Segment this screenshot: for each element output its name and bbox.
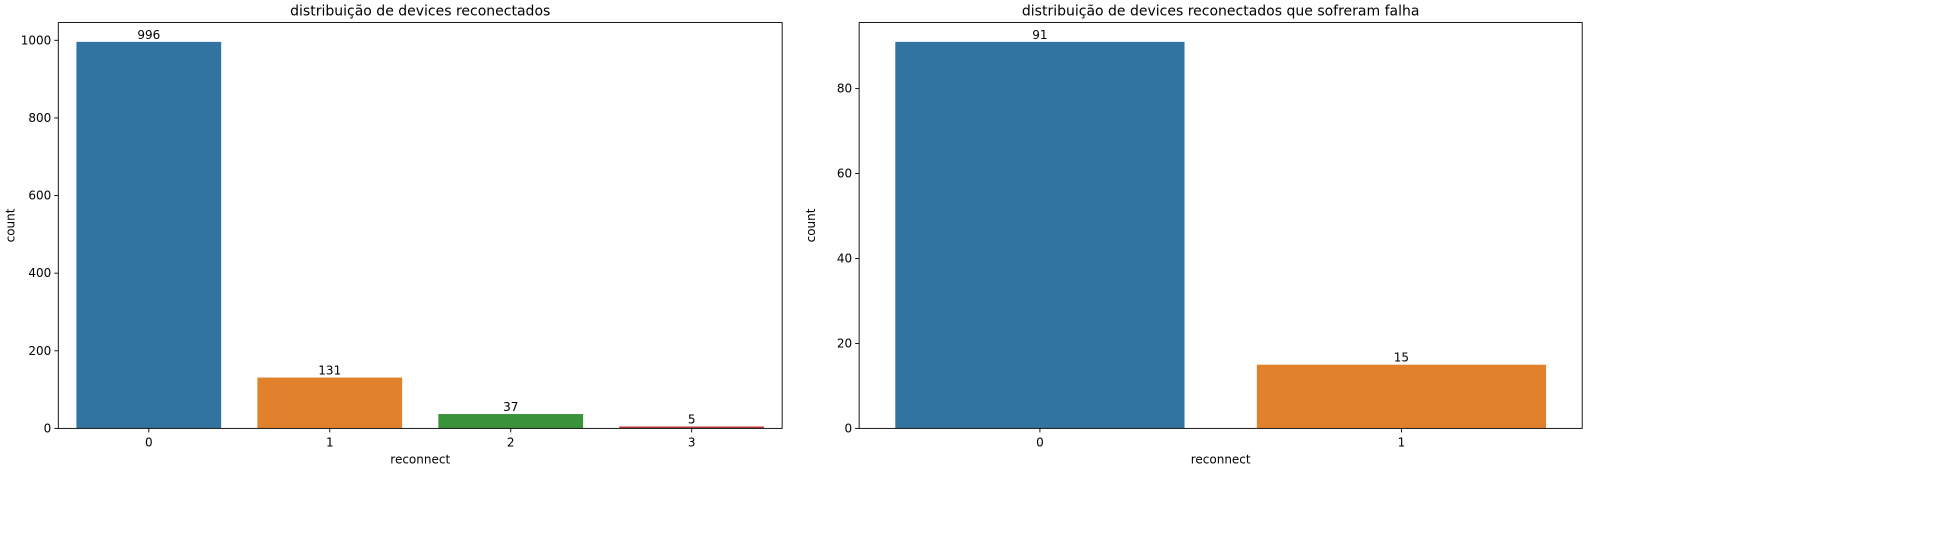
chart-reconnect-distribution: 996 131 37 5 0 200 400 600 800 1000 0 1 2 3 distribuiç… — [3, 4, 783, 466]
x-tick-label: 1 — [1398, 435, 1406, 449]
x-tick-label: 0 — [145, 435, 153, 449]
y-tick-label: 400 — [28, 266, 51, 280]
x-tick-label: 1 — [326, 435, 334, 449]
bar-data-label: 5 — [688, 412, 696, 426]
x-tick-label: 2 — [507, 435, 515, 449]
bar-1 — [1256, 364, 1547, 429]
x-tick-label: 3 — [688, 435, 696, 449]
y-tick-label: 60 — [837, 167, 852, 181]
bar-0 — [895, 41, 1185, 429]
y-tick-label: 600 — [28, 189, 51, 203]
chart-title: distribuição de devices reconectados — [290, 4, 550, 20]
chart-reconnect-failure-distribution: 91 15 0 20 40 60 80 0 1 distribuição de devices r… — [804, 4, 1583, 466]
plot-frame — [57, 22, 783, 429]
bar-3 — [619, 426, 765, 429]
bar-0 — [76, 41, 222, 429]
y-tick-label: 20 — [837, 336, 852, 350]
y-axis-label: count — [804, 208, 818, 242]
y-tick-label: 0 — [44, 421, 52, 435]
bar-2 — [438, 414, 584, 429]
chart-title: distribuição de devices reconectados que… — [1022, 4, 1420, 20]
x-tick-label: 0 — [1036, 435, 1044, 449]
y-axis-label: count — [3, 208, 17, 242]
plot-frame — [858, 22, 1583, 429]
y-tick-label: 80 — [837, 82, 852, 96]
x-axis-label: reconnect — [1191, 452, 1251, 466]
y-tick-label: 0 — [844, 421, 852, 435]
bar-data-label: 91 — [1032, 28, 1047, 42]
y-tick-label: 200 — [28, 344, 51, 358]
bar-1 — [257, 377, 403, 429]
bar-data-label: 15 — [1394, 351, 1409, 365]
x-axis-label: reconnect — [390, 452, 450, 466]
y-tick-label: 1000 — [21, 33, 52, 47]
y-tick-label: 40 — [837, 252, 852, 266]
bar-data-label: 996 — [137, 28, 160, 42]
bar-data-label: 37 — [503, 400, 518, 414]
y-tick-label: 800 — [28, 111, 51, 125]
bar-data-label: 131 — [318, 364, 341, 378]
